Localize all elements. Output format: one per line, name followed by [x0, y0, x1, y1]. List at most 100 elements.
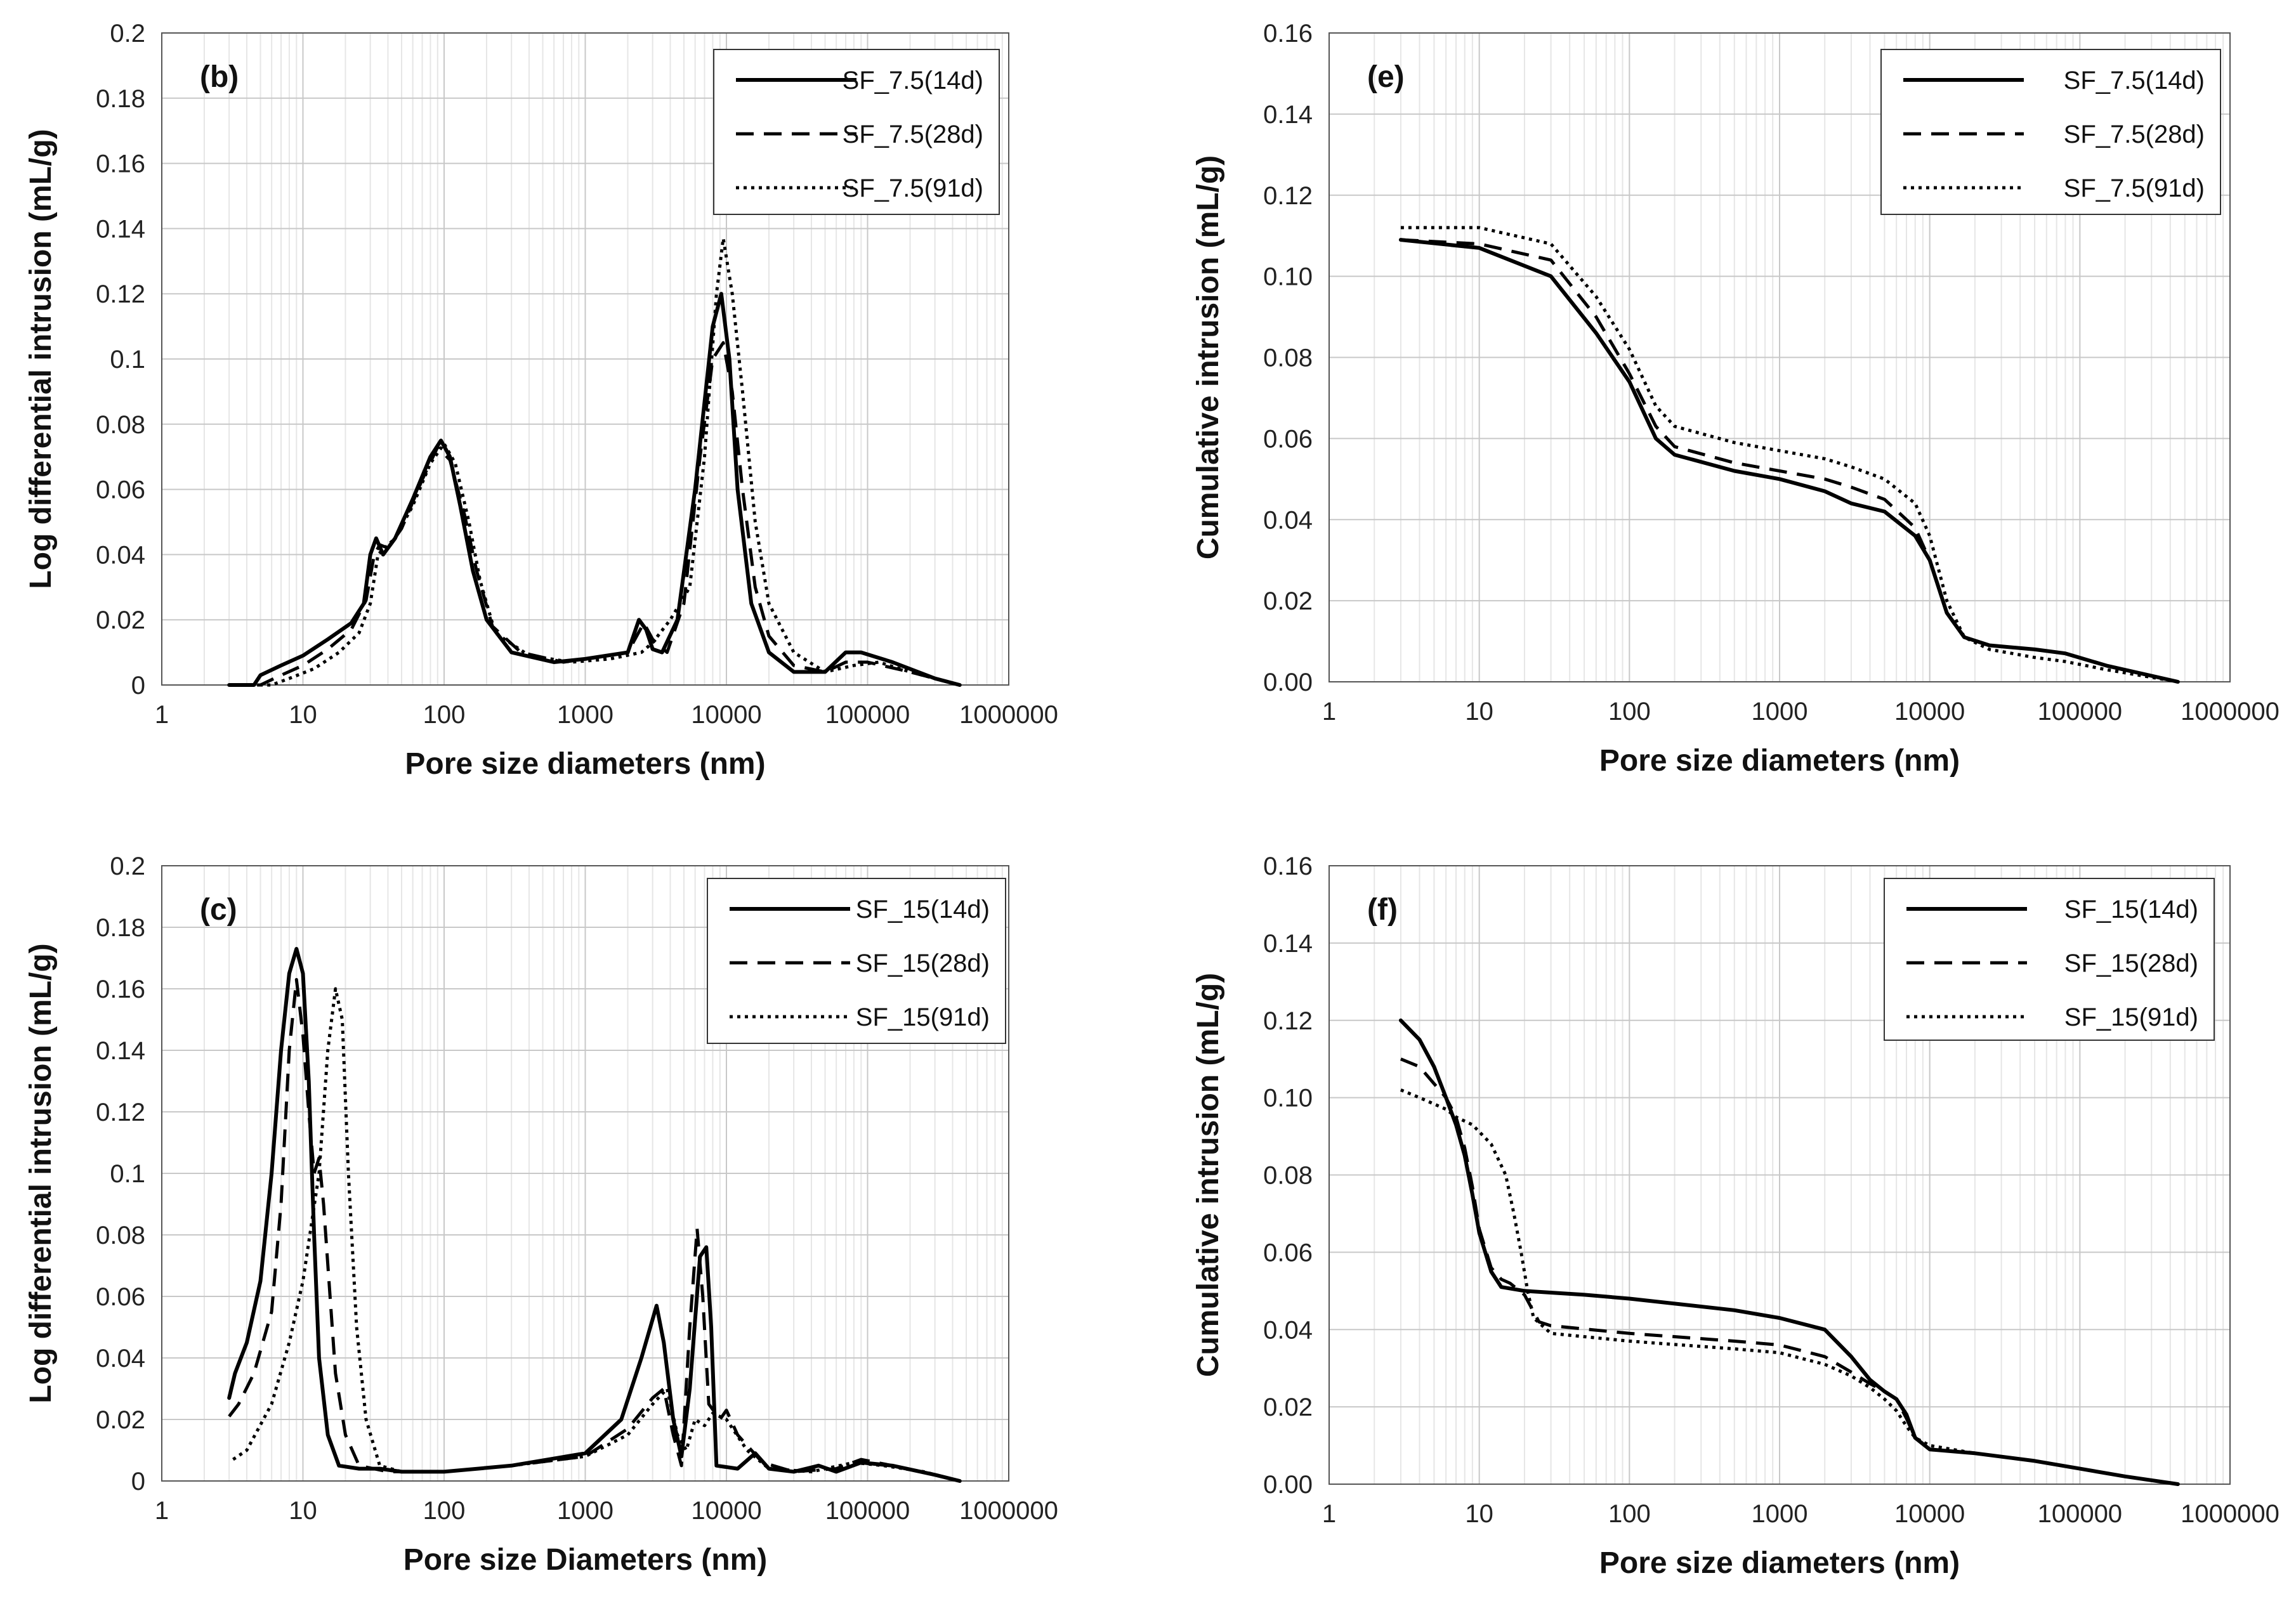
y-tick-label: 0 [131, 672, 145, 700]
chart-panel-2: 1 10 100 1000 10000 100000 1000000 0.00 0.02 0.04… [1191, 20, 2280, 778]
x-tick-label: 1000000 [2181, 1500, 2280, 1528]
y-tick-label: 0.12 [96, 280, 145, 308]
legend-label: SF_15(28d) [856, 949, 990, 977]
x-tick-label: 1 [155, 701, 169, 729]
legend-label: SF_15(14d) [2064, 896, 2198, 923]
y-tick-label: 0.10 [1263, 263, 1313, 291]
legend-box [707, 878, 1006, 1044]
x-tick-label: 100 [1608, 1500, 1651, 1528]
plot-area [1328, 32, 2231, 682]
y-tick-label: 0.14 [1263, 930, 1313, 958]
y-axis-title: Log differential intrusion (mL/g) [24, 129, 58, 589]
y-tick-label: 0.16 [1263, 20, 1313, 48]
y-tick-label: 0.18 [96, 914, 145, 942]
x-axis-title: Pore size diameters (nm) [1599, 744, 1960, 778]
y-tick-label: 0 [131, 1468, 145, 1496]
x-tick-label: 1000000 [959, 701, 1058, 729]
y-tick-label: 0.16 [96, 150, 145, 178]
x-tick-label: 1000000 [959, 1497, 1058, 1525]
legend-label: SF_7.5(14d) [843, 67, 983, 95]
x-axis-title: Pore size diameters (nm) [1599, 1546, 1960, 1580]
y-tick-label: 0.08 [1263, 344, 1313, 372]
y-tick-label: 0.02 [96, 606, 145, 634]
y-tick-label: 0.16 [1263, 852, 1313, 880]
chart-panel-4: 1 10 100 1000 10000 100000 1000000 0.00 0.02 0.04… [1191, 852, 2280, 1580]
y-tick-label: 0.2 [110, 852, 145, 880]
y-tick-label: 0.1 [110, 1160, 145, 1188]
y-tick-label: 0.06 [96, 1283, 145, 1311]
x-tick-label: 10000 [1894, 1500, 1965, 1528]
y-tick-label: 0.08 [96, 411, 145, 439]
y-axis-title: Cumulative intrusion (mL/g) [1191, 155, 1225, 559]
series-line-2 [228, 978, 961, 1483]
series-line-1 [227, 947, 962, 1483]
x-axis-title: Pore size Diameters (nm) [403, 1543, 768, 1577]
y-tick-label: 0.06 [1263, 425, 1313, 453]
panel-label: (e) [1367, 60, 1405, 94]
legend-label: SF_7.5(28d) [2064, 121, 2205, 148]
x-tick-label: 1000 [557, 1497, 613, 1525]
y-tick-label: 0.12 [1263, 182, 1313, 210]
y-tick-label: 0.04 [1263, 506, 1313, 534]
x-tick-label: 1 [155, 1497, 169, 1525]
y-tick-label: 0.08 [96, 1222, 145, 1249]
y-tick-label: 0.12 [96, 1099, 145, 1126]
x-tick-label: 100 [423, 1497, 466, 1525]
legend-label: SF_7.5(28d) [843, 121, 983, 148]
panel-label: (f) [1367, 893, 1398, 927]
legend-label: SF_15(91d) [2064, 1003, 2198, 1031]
legend-label: SF_15(14d) [856, 896, 990, 923]
legend: SF_7.5(14d) SF_7.5(28d) SF_7.5(91d) [713, 49, 1000, 215]
y-tick-label: 0.08 [1263, 1162, 1313, 1190]
x-tick-label: 1 [1322, 1500, 1336, 1528]
x-tick-label: 10 [289, 701, 317, 729]
y-tick-label: 0.16 [96, 975, 145, 1003]
legend-label: SF_15(91d) [856, 1003, 990, 1031]
x-tick-label: 100000 [2038, 698, 2122, 726]
y-tick-label: 0.02 [1263, 587, 1313, 615]
x-tick-label: 100000 [2038, 1500, 2122, 1528]
x-tick-label: 10 [1465, 1500, 1493, 1528]
series-line-2 [229, 341, 961, 687]
y-tick-label: 0.02 [1263, 1393, 1313, 1421]
y-tick-label: 0.2 [110, 20, 145, 48]
y-tick-label: 0.12 [1263, 1007, 1313, 1035]
y-tick-label: 0.18 [96, 85, 145, 113]
y-tick-label: 0.04 [1263, 1316, 1313, 1344]
legend: SF_7.5(14d) SF_7.5(28d) SF_7.5(91d) [1880, 49, 2221, 215]
y-tick-label: 0.00 [1263, 1471, 1313, 1499]
x-tick-label: 1000000 [2181, 698, 2280, 726]
legend-label: SF_15(28d) [2064, 949, 2198, 977]
legend: SF_15(14d) SF_15(28d) SF_15(91d) [1884, 878, 2215, 1041]
series-line-1 [1398, 238, 2180, 684]
legend-label: SF_7.5(14d) [2064, 67, 2205, 95]
x-tick-label: 100000 [825, 701, 910, 729]
series-line-3 [1400, 226, 2179, 684]
series-line-3 [229, 237, 961, 687]
y-tick-label: 0.02 [96, 1406, 145, 1434]
x-tick-label: 1000 [1752, 1500, 1808, 1528]
y-axis-title: Log differential intrusion (mL/g) [24, 943, 58, 1403]
x-tick-label: 10000 [691, 1497, 761, 1525]
panel-label: (b) [200, 60, 239, 94]
x-tick-label: 10000 [691, 701, 761, 729]
y-tick-label: 0.06 [1263, 1239, 1313, 1267]
plot-area [1328, 865, 2231, 1485]
x-tick-label: 100 [1608, 698, 1651, 726]
y-axis-title: Cumulative intrusion (mL/g) [1191, 973, 1225, 1377]
y-tick-label: 0.10 [1263, 1085, 1313, 1112]
chart-panel-3: 1 10 100 1000 10000 100000 1000000 0 0.02 0.04 0.0… [24, 852, 1058, 1577]
series-line-2 [1400, 238, 2179, 684]
y-tick-label: 0.14 [96, 1037, 145, 1065]
y-tick-label: 0.00 [1263, 669, 1313, 696]
legend-box [1880, 49, 2221, 215]
legend-box [1884, 878, 2215, 1041]
x-tick-label: 100 [423, 701, 466, 729]
x-tick-label: 1000 [1752, 698, 1808, 726]
y-tick-label: 0.14 [1263, 101, 1313, 129]
panel-label: (c) [200, 893, 237, 927]
series-line-3 [1400, 1088, 2179, 1486]
y-tick-label: 0.1 [110, 346, 145, 374]
x-tick-label: 1 [1322, 698, 1336, 726]
